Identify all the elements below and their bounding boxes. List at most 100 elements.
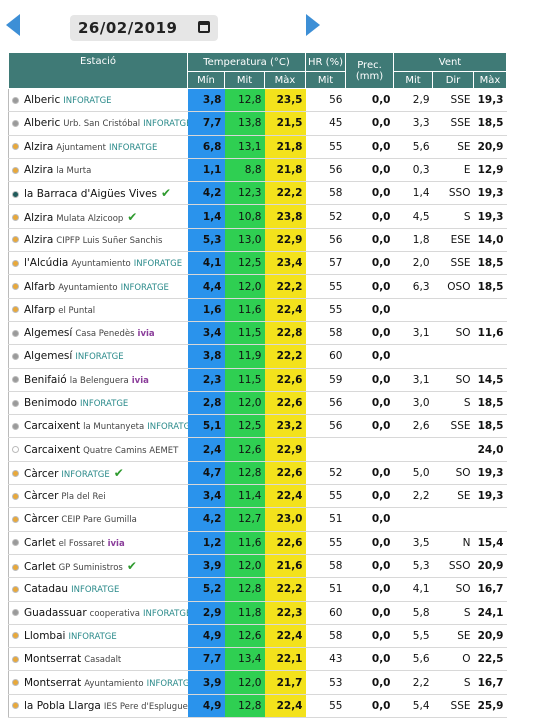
precipitation: 0,0 — [345, 135, 394, 159]
wind-mean — [393, 437, 433, 462]
station-row[interactable]: la Pobla Llarga IES Pere d'Esplugues 4,9 12… — [8, 694, 507, 718]
temp-max: 22,9 — [264, 437, 306, 462]
humidity: 55 — [305, 694, 346, 718]
wind-max: 19,3 — [473, 88, 507, 113]
station-row[interactable]: Guadassuar cooperativa INFORATGE 2,9 11,8 22,… — [8, 601, 507, 625]
wind-dir: SSO — [432, 554, 474, 579]
temp-mean: 12,6 — [224, 437, 265, 462]
humidity: 55 — [305, 298, 346, 322]
humidity: 56 — [305, 88, 346, 113]
precipitation: 0,0 — [345, 624, 394, 649]
status-dot — [12, 399, 19, 407]
station-row[interactable]: Alzira CIPFP Luis Suñer Sanchis 5,3 13,0 22,… — [8, 228, 507, 253]
station-cell: Carcaixent Quatre Camins AEMET — [8, 437, 188, 462]
station-network: ivia — [137, 329, 155, 340]
temp-max: 22,6 — [264, 461, 306, 486]
temp-min: 2,9 — [187, 601, 225, 625]
station-row[interactable]: Montserrat Casadalt 7,7 13,4 22,1 43 0,0 5,6 O 22… — [8, 647, 507, 672]
station-cell: Càrcer CEIP Pare Gumilla — [8, 507, 188, 532]
temp-max: 22,2 — [264, 274, 306, 299]
station-row[interactable]: Càrcer Pla del Rei 3,4 11,4 22,4 55 0,0 2,2 SE 19… — [8, 484, 507, 509]
wind-max: 19,3 — [473, 181, 507, 206]
station-row[interactable]: Catadau INFORATGE 5,2 12,8 22,2 51 0,0 4,1 SO 16,… — [8, 577, 507, 602]
temp-mean: 12,5 — [224, 414, 265, 439]
verified-check: ✔ — [161, 186, 172, 201]
station-cell: Alberic INFORATGE — [8, 88, 188, 113]
station-name: Carcaixent — [24, 443, 81, 456]
station-location: Ayuntamiento — [58, 282, 118, 293]
prev-day[interactable] — [6, 14, 20, 36]
station-row[interactable]: Algemesí INFORATGE 3,8 11,9 22,2 60 0,0 — [8, 344, 507, 369]
precipitation: 0,0 — [345, 694, 394, 718]
wind-dir: SSE — [432, 414, 474, 439]
temp-max: 21,7 — [264, 670, 306, 695]
station-row[interactable]: Alzira la Murta 1,1 8,8 21,8 56 0,0 0,3 E 12,9 — [8, 158, 507, 183]
station-row[interactable]: Alzira Mulata Alzicoop ✔ 1,4 10,8 23,8 52 0,0 4,… — [8, 204, 507, 229]
header-mit: Mit — [224, 71, 265, 89]
wind-max: 18,5 — [473, 251, 507, 276]
wind-max: 14,5 — [473, 368, 507, 392]
humidity: 55 — [305, 274, 346, 299]
status-dot — [12, 306, 19, 314]
temp-max: 22,4 — [264, 624, 306, 649]
calendar-icon[interactable] — [198, 21, 210, 33]
station-row[interactable]: Alfarp el Puntal 1,6 11,6 22,4 55 0,0 — [8, 298, 507, 322]
wind-mean: 3,1 — [393, 368, 433, 392]
station-row[interactable]: Càrcer CEIP Pare Gumilla 4,2 12,7 23,0 51 0,0 — [8, 507, 507, 532]
status-dot — [12, 422, 19, 430]
temp-min: 3,9 — [187, 554, 225, 579]
humidity: 60 — [305, 344, 346, 369]
wind-dir: SSE — [432, 251, 474, 276]
station-cell: Carlet el Fossaret ivia — [8, 531, 188, 555]
station-row[interactable]: Carcaixent Quatre Camins AEMET 2,4 12,6 22,9… — [8, 437, 507, 462]
station-row[interactable]: l'Alcúdia Ayuntamiento INFORATGE 4,1 12,5 23,… — [8, 251, 507, 276]
wind-dir: SO — [432, 321, 474, 346]
wind-mean: 4,5 — [393, 204, 433, 229]
station-row[interactable]: Carlet GP Suministros ✔ 3,9 12,0 21,6 58 0,0 5,3… — [8, 554, 507, 579]
station-name: Algemesí — [24, 327, 73, 340]
temp-mean: 13,1 — [224, 135, 265, 159]
station-row[interactable]: Carlet el Fossaret ivia 1,2 11,6 22,6 55 0,0 3,5… — [8, 531, 507, 555]
station-row[interactable]: Benifaió la Belenguera ivia 2,3 11,5 22,6 59 0,… — [8, 368, 507, 392]
wind-dir: SO — [432, 577, 474, 602]
station-row[interactable]: MontserratAyuntamientoINFORATGE3,912,021… — [8, 670, 507, 695]
station-network: INFORATGE — [143, 119, 188, 130]
station-row[interactable]: Alfarb Ayuntamiento INFORATGE 4,4 12,0 22,2 55… — [8, 274, 507, 299]
station-network: INFORATGE — [68, 631, 117, 642]
wind-dir: S — [432, 391, 474, 416]
station-row[interactable]: Algemesí Casa Penedès ivia 3,4 11,5 22,8 58 0,0… — [8, 321, 507, 346]
station-row[interactable]: Benimodo INFORATGE 2,8 12,0 22,6 56 0,0 3,0 S 18,… — [8, 391, 507, 416]
wind-max: 12,9 — [473, 158, 507, 183]
station-row[interactable]: Alzira Ajuntament INFORATGE 6,8 13,1 21,8 55 0,… — [8, 135, 507, 159]
temp-max: 21,6 — [264, 554, 306, 579]
station-location: la Belenguera — [69, 375, 129, 386]
temp-mean: 11,8 — [224, 601, 265, 625]
precipitation: 0,0 — [345, 554, 394, 579]
station-network: INFORATGE — [79, 399, 129, 409]
wind-mean: 5,5 — [393, 624, 433, 649]
station-name: Alfarp — [24, 303, 56, 316]
station-row[interactable]: Alberic INFORATGE 3,8 12,8 23,5 56 0,0 2,9 SSE 19… — [8, 88, 507, 113]
date-picker[interactable]: 26/02/2019 — [70, 15, 218, 41]
wind-max: 20,9 — [473, 554, 507, 579]
next-day[interactable] — [306, 14, 320, 36]
temp-max: 22,3 — [264, 601, 306, 625]
temp-max: 23,5 — [264, 88, 306, 113]
verified-check: ✔ — [127, 209, 138, 224]
station-network: INFORATGE — [63, 96, 112, 107]
temp-min: 3,8 — [187, 344, 225, 369]
wind-max: 24,0 — [473, 437, 507, 462]
station-row[interactable]: la Barraca d'Aigües Vives ✔ 4,2 12,3 22,2 58 0… — [8, 181, 507, 206]
wind-mean: 3,0 — [393, 391, 433, 416]
station-row[interactable]: Càrcer INFORATGE ✔ 4,7 12,8 22,6 52 0,0 5,0 SO 19,… — [8, 461, 507, 486]
temp-min: 1,1 — [187, 158, 225, 183]
station-row[interactable]: Llombai INFORATGE 4,9 12,6 22,4 58 0,0 5,5 SE 20,… — [8, 624, 507, 649]
temp-max: 23,4 — [264, 251, 306, 276]
wind-max: 18,5 — [473, 391, 507, 416]
station-cell: la Barraca d'Aigües Vives ✔ — [8, 181, 188, 206]
station-network: INFORATGE — [61, 469, 110, 480]
wind-dir — [432, 298, 474, 322]
station-row[interactable]: Alberic Urb. San Cristóbal INFORATGE 7,7 13,… — [8, 111, 507, 136]
wind-max — [473, 507, 507, 532]
